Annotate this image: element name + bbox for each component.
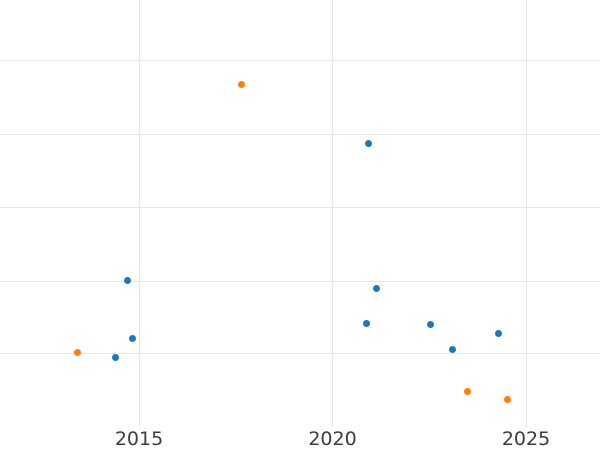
- series-orange-point: [504, 396, 512, 404]
- series-blue-point: [426, 321, 434, 329]
- horizontal-gridline: [0, 133, 600, 135]
- x-tick-label: 2020: [308, 428, 357, 450]
- series-blue-point: [363, 319, 371, 327]
- series-blue-point: [112, 354, 120, 362]
- horizontal-gridline: [0, 353, 600, 354]
- x-tick-label: 2025: [501, 428, 551, 450]
- horizontal-gridline: [0, 207, 600, 208]
- series-blue-point: [128, 335, 136, 343]
- series-orange-point: [463, 388, 471, 396]
- horizontal-gridline: [0, 60, 600, 61]
- horizontal-gridline: [0, 280, 600, 282]
- series-blue-point: [448, 345, 456, 353]
- series-blue-point: [365, 140, 372, 147]
- x-tick-label: 2015: [114, 428, 164, 450]
- vertical-gridline: [332, 0, 333, 427]
- vertical-gridline: [525, 0, 527, 427]
- series-blue-point: [124, 277, 132, 285]
- series-blue-point: [495, 329, 503, 337]
- series-blue-point: [373, 284, 381, 292]
- series-orange-point: [73, 348, 81, 356]
- vertical-gridline: [138, 0, 140, 427]
- series-orange-point: [238, 80, 246, 88]
